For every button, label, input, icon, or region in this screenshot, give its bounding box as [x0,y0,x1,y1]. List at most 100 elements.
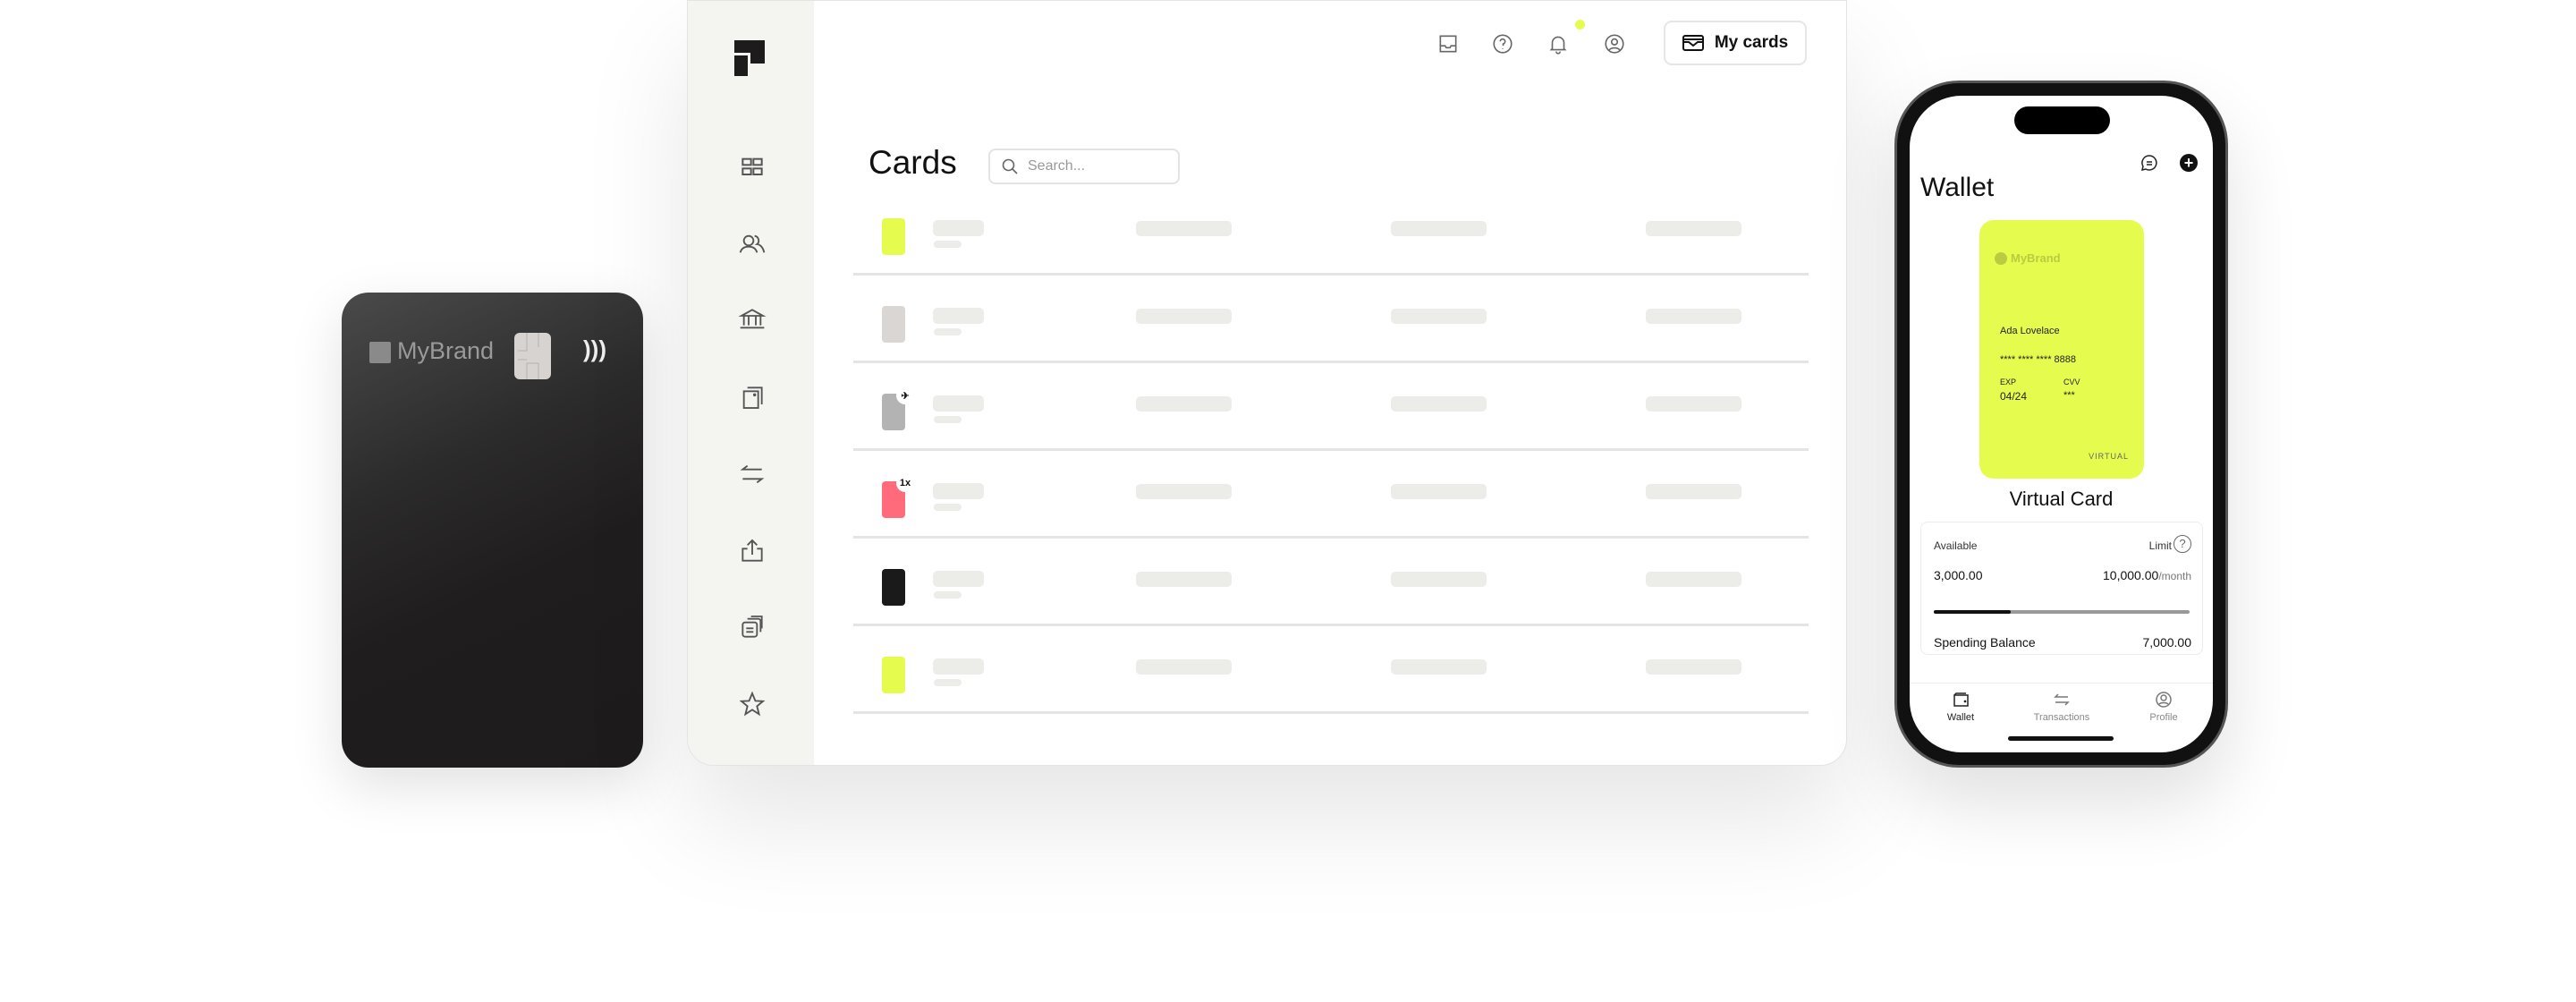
skeleton-cell [1646,572,1741,587]
inbox-icon[interactable] [1436,32,1460,55]
skeleton-cell [1391,572,1487,587]
card-type: VIRTUAL [2089,452,2129,461]
card-thumbnail [882,306,905,343]
search-icon [1002,158,1018,174]
skeleton-cell [1136,221,1232,236]
table-row[interactable]: ✈ [853,363,1809,451]
add-icon[interactable]: + [2180,154,2198,172]
bell-icon[interactable] [1546,32,1570,55]
skeleton-subtitle [934,416,962,423]
my-cards-button[interactable]: My cards [1664,21,1807,65]
skeleton-cell [1136,572,1232,587]
skeleton-name [933,395,984,412]
limit-progress-fill [1934,610,2011,614]
chip-icon [514,333,551,379]
chat-icon[interactable] [2140,154,2158,172]
skeleton-subtitle [934,241,962,248]
available-value: 3,000.00 [1934,568,1983,582]
transfer-icon [2054,693,2070,706]
skeleton-cell [1646,659,1741,675]
skeleton-cell [1646,309,1741,324]
card-thumbnail [882,218,905,255]
cvv-label: CVV [2063,378,2080,386]
virtual-card[interactable]: MyBrand Ada Lovelace **** **** **** 8888… [1979,220,2144,479]
home-indicator[interactable] [2008,736,2114,741]
skeleton-name [933,220,984,236]
skeleton-cell [1391,221,1487,236]
card-name: Virtual Card [2009,488,2114,510]
limit-panel: Available Limit ? 3,000.00 10,000.00/mon… [1920,522,2203,655]
limit-progress-bar [1934,610,2190,614]
search-input[interactable]: Search... [988,149,1180,184]
exp-label: EXP [2000,378,2017,386]
skeleton-cell [1136,659,1232,675]
skeleton-cell [1391,659,1487,675]
skeleton-cell [1136,309,1232,324]
skeleton-subtitle [934,504,962,511]
skeleton-subtitle [934,591,962,599]
nav-wallet[interactable]: Wallet [1916,691,2005,723]
table-row[interactable] [853,626,1809,714]
skeleton-subtitle [934,328,962,335]
users-icon[interactable] [738,230,767,259]
skeleton-cell [1391,396,1487,412]
table-row[interactable]: 1x [853,451,1809,539]
search-placeholder: Search... [1028,158,1086,174]
documents-icon[interactable] [738,613,767,641]
phone-mockup: + Wallet MyBrand Ada Lovelace **** **** … [1894,81,2228,768]
card-thumbnail: 1x [882,474,914,518]
wallet-icon [1682,35,1704,51]
sidebar [688,1,814,765]
limit-value: 10,000.00 [2103,568,2159,582]
available-label: Available [1934,539,1978,552]
transfer-icon[interactable] [738,460,767,488]
bottom-nav: Wallet Transactions Profile [1910,683,2213,752]
notification-dot [1575,20,1585,30]
skeleton-cell [1391,309,1487,324]
bank-icon[interactable] [738,305,767,334]
export-icon[interactable] [738,537,767,565]
wallet-icon [1953,692,1969,707]
skeleton-name [933,571,984,587]
spending-label: Spending Balance [1934,635,2036,650]
help-icon[interactable] [1491,32,1514,55]
skeleton-cell [1646,396,1741,412]
plane-icon: ✈ [896,386,914,404]
cvv-value: *** [2063,390,2075,401]
card-brand: MyBrand [2011,251,2061,265]
physical-card: MyBrand ))) [342,293,643,768]
cards-icon[interactable] [738,383,767,412]
table-row[interactable] [853,188,1809,276]
user-icon[interactable] [1603,32,1626,55]
help-icon[interactable]: ? [2174,535,2191,553]
limit-label: Limit [2148,539,2172,552]
table-row[interactable] [853,276,1809,363]
exp-value: 04/24 [2000,390,2028,403]
skeleton-subtitle [934,679,962,686]
card-number: **** **** **** 8888 [2000,354,2077,365]
wallet-title: Wallet [1920,173,1995,202]
skeleton-cell [1391,484,1487,499]
app-logo-icon[interactable] [734,40,765,76]
skeleton-name [933,483,984,499]
user-icon [2156,692,2172,708]
nav-transactions[interactable]: Transactions [2017,691,2106,723]
card-holder: Ada Lovelace [2000,326,2060,336]
phone-screen: + Wallet MyBrand Ada Lovelace **** **** … [1910,96,2213,752]
dashboard-window: My cards Cards Search... ✈ 1x [687,0,1847,766]
dynamic-island [2014,106,2110,134]
limit-period: /month [2158,570,2191,582]
badge-one-time: 1x [896,474,914,492]
spending-value: 7,000.00 [2142,635,2192,650]
grid-icon[interactable] [738,153,767,182]
card-thumbnail [882,657,905,693]
skeleton-name [933,658,984,675]
card-thumbnail: ✈ [882,386,914,430]
brand-logo-icon [369,342,391,363]
nav-profile[interactable]: Profile [2119,691,2208,723]
star-icon[interactable] [738,690,767,718]
table-row[interactable] [853,539,1809,626]
skeleton-cell [1136,396,1232,412]
skeleton-name [933,308,984,324]
page-title: Cards [869,144,957,181]
